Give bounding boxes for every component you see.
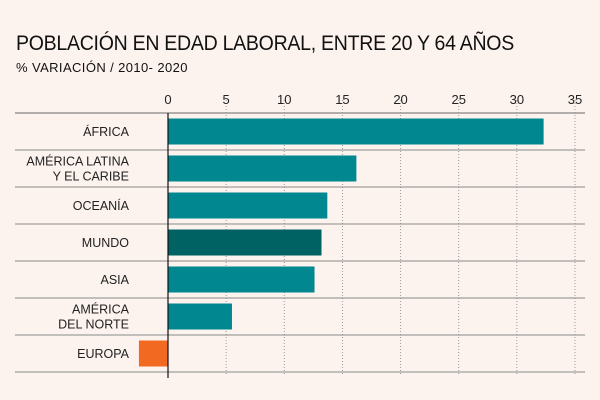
chart-subtitle: % VARIACIÓN / 2010- 2020 xyxy=(16,60,188,75)
category-label: ASIA xyxy=(101,273,130,287)
x-tick-label: 15 xyxy=(335,92,349,107)
category-label: ÁFRICA xyxy=(83,124,130,139)
x-tick-label: 25 xyxy=(451,92,465,107)
bar xyxy=(168,192,328,219)
bar xyxy=(168,303,232,330)
x-tick-label: 5 xyxy=(223,92,230,107)
category-label: DEL NORTE xyxy=(58,318,129,332)
category-label: AMÉRICA LATINA xyxy=(26,154,129,169)
bar xyxy=(168,266,315,293)
x-tick-label: 0 xyxy=(164,92,171,107)
category-label: Y EL CARIBE xyxy=(53,170,129,184)
x-tick-label: 35 xyxy=(568,92,582,107)
bar xyxy=(138,340,168,367)
x-tick-label: 30 xyxy=(510,92,524,107)
category-label: OCEANÍA xyxy=(73,198,130,213)
x-tick-label: 20 xyxy=(393,92,407,107)
category-label: EUROPA xyxy=(77,347,130,361)
bar xyxy=(168,229,322,256)
category-label: AMÉRICA xyxy=(72,302,130,317)
bar xyxy=(168,155,357,182)
chart-title: POBLACIÓN EN EDAD LABORAL, ENTRE 20 Y 64… xyxy=(16,32,514,55)
bar xyxy=(168,118,544,145)
category-label: MUNDO xyxy=(82,236,129,250)
x-tick-label: 10 xyxy=(277,92,291,107)
